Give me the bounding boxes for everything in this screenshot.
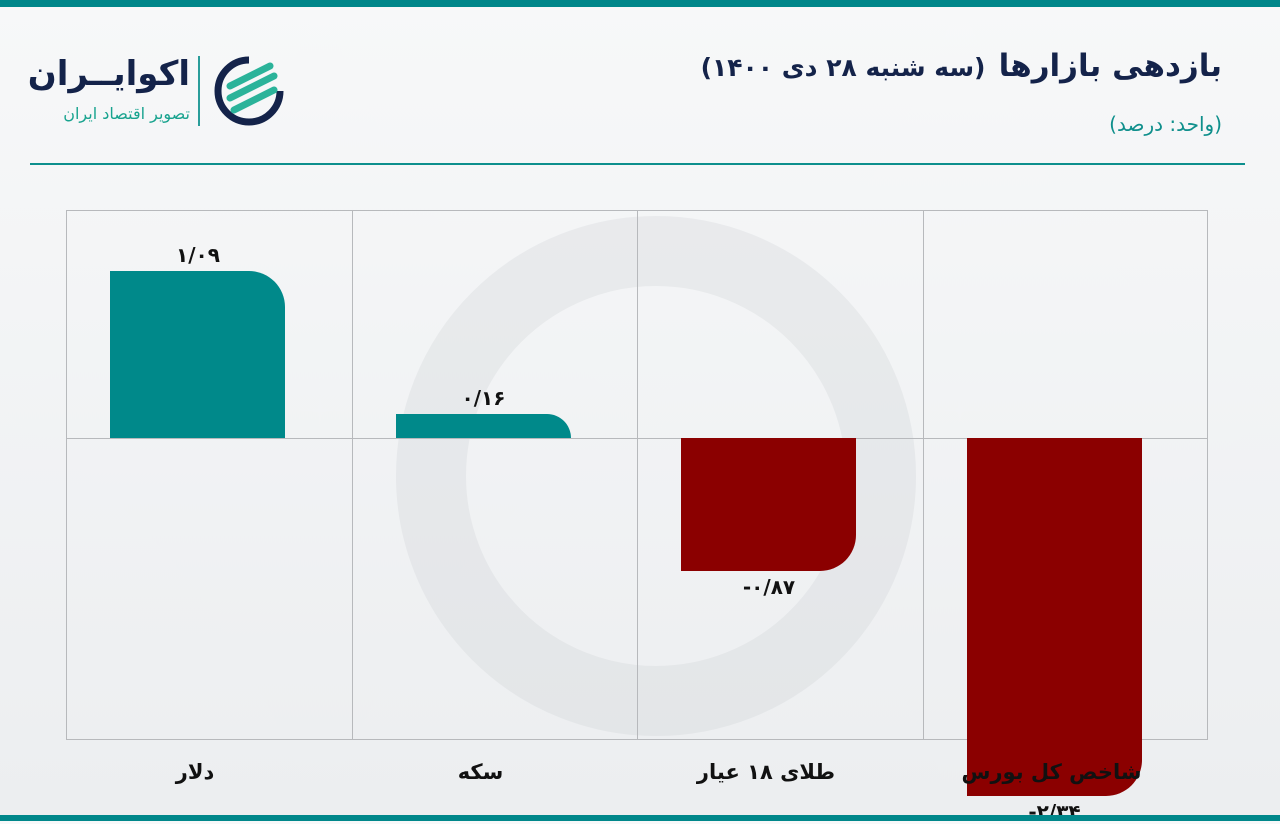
chart-title: بازدهی بازارها (سه شنبه ۲۸ دی ۱۴۰۰) — [701, 48, 1222, 84]
bar — [681, 438, 856, 572]
logo-separator — [198, 56, 200, 126]
title-main: بازدهی بازارها — [998, 48, 1222, 84]
brand-name: اکوایــران — [27, 54, 190, 94]
bar-value-label: ۱/۰۹ — [176, 243, 220, 268]
x-axis-tick-label: دلار — [175, 760, 215, 784]
bottom-accent-bar — [0, 815, 1280, 821]
grid-line-vertical — [637, 210, 638, 740]
top-accent-bar — [0, 0, 1280, 7]
grid-line-vertical — [351, 210, 353, 740]
unit-label: (واحد: درصد) — [1109, 112, 1222, 136]
title-date: (سه شنبه ۲۸ دی ۱۴۰۰) — [700, 53, 986, 82]
bar-value-label: -۰/۸۷ — [742, 575, 796, 600]
bar — [966, 438, 1142, 797]
grid-line-vertical — [1207, 210, 1208, 740]
x-axis-tick-label: شاخص کل بورس — [961, 760, 1142, 784]
x-axis-tick-label: سکه — [457, 760, 504, 784]
chart-plot-area: ۱/۰۹ ۰/۱۶ -۰/۸۷ -۲/۳۴ — [66, 210, 1208, 824]
grid-line-vertical — [922, 210, 924, 740]
brand-logo: اکوایــران تصویر اقتصاد ایران — [27, 52, 290, 132]
bar — [395, 413, 571, 438]
x-axis-tick-label: طلای ۱۸ عیار — [696, 760, 836, 784]
logo-mark-icon — [214, 56, 284, 126]
header-divider — [30, 163, 1245, 165]
brand-tagline: تصویر اقتصاد ایران — [63, 104, 190, 123]
bar-value-label: ۰/۱۶ — [461, 385, 506, 410]
grid-line-vertical — [66, 210, 67, 740]
bar — [110, 271, 285, 438]
